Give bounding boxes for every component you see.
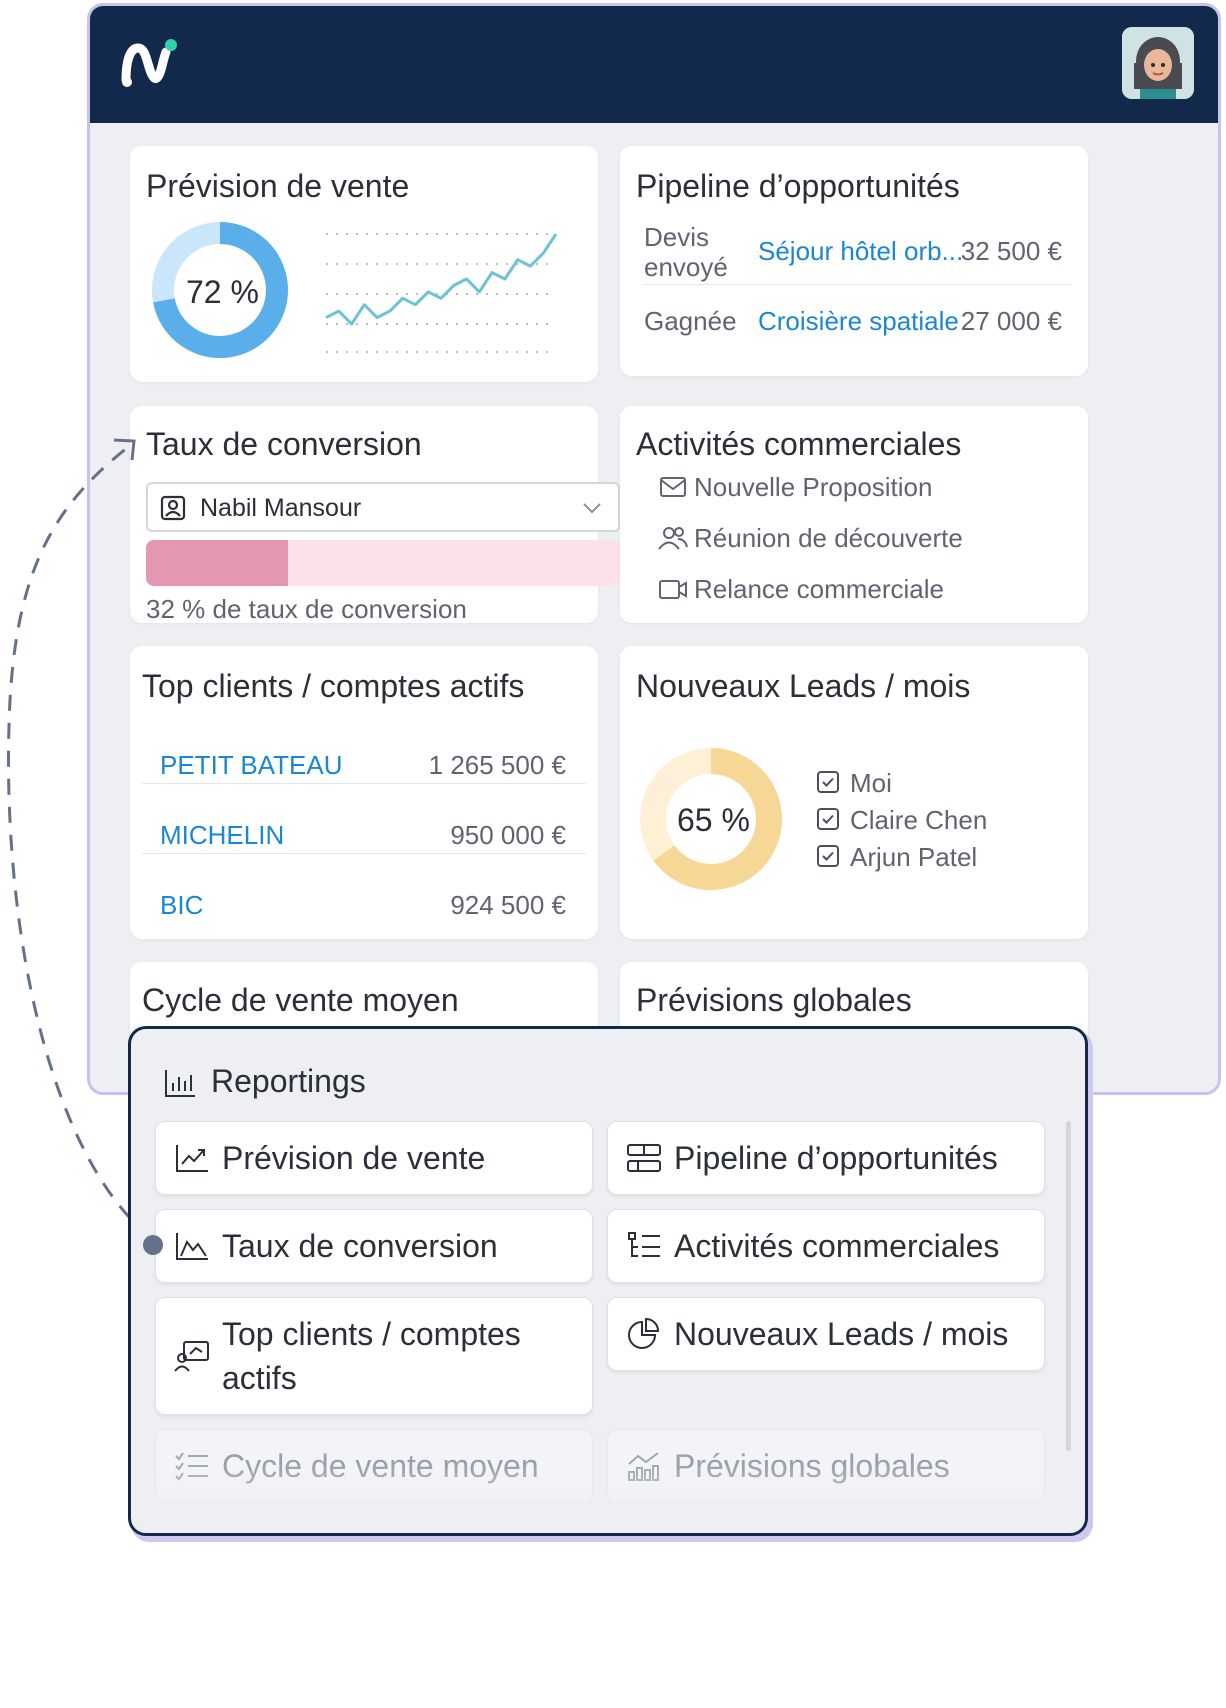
pipeline-card: Pipeline d’opportunités Devis envoyé Séj… — [620, 146, 1088, 376]
reportings-panel: Reportings Prévision de vente Pipeline d… — [128, 1026, 1088, 1536]
leads-donut — [640, 748, 782, 890]
client-row[interactable]: PETIT BATEAU 1 265 500 € — [142, 732, 586, 802]
user-select-value: Nabil Mansour — [200, 494, 362, 522]
report-leads-button[interactable]: Nouveaux Leads / mois — [607, 1297, 1045, 1371]
leads-donut-arc — [640, 748, 782, 890]
top-bar — [90, 6, 1218, 123]
trend-chart-icon — [176, 1145, 208, 1172]
forecast-trend-chart — [325, 233, 558, 353]
activities-card: Activités commerciales Nouvelle Proposit… — [620, 406, 1088, 623]
client-chart-icon — [174, 1341, 209, 1372]
bar-chart-icon — [165, 1070, 195, 1097]
client-divider — [142, 853, 586, 854]
client-divider — [142, 783, 586, 784]
client-name-link[interactable]: PETIT BATEAU — [160, 750, 343, 780]
forecast-donut — [152, 222, 288, 358]
top-clients-card: Top clients / comptes actifs PETIT BATEA… — [130, 646, 598, 939]
pipeline-stage: Devis envoyé — [644, 222, 728, 282]
activity-list-icon — [628, 1232, 660, 1257]
activity-label: Relance commerciale — [694, 574, 944, 604]
pipeline-stage-line1: Devis — [644, 222, 710, 252]
legend-label: Moi — [850, 768, 892, 798]
reportings-title: Reportings — [211, 1063, 366, 1099]
pie-chart-icon — [628, 1318, 660, 1349]
report-label-line2: actifs — [222, 1360, 297, 1396]
checkbox-checked-icon[interactable] — [816, 770, 840, 794]
report-label: Prévision de vente — [222, 1140, 486, 1176]
client-row[interactable]: MICHELIN 950 000 € — [142, 802, 586, 872]
report-global-button[interactable]: Prévisions globales — [607, 1429, 1045, 1503]
pipeline-divider — [644, 284, 1072, 285]
report-label-line1: Top clients / comptes — [222, 1316, 521, 1352]
pipeline-row[interactable]: Devis envoyé Séjour hôtel orb... 32 500 … — [644, 222, 1072, 296]
report-label: Cycle de vente moyen — [222, 1448, 539, 1484]
forecast-trend-line — [325, 233, 558, 326]
leads-title: Nouveaux Leads / mois — [636, 668, 971, 704]
pipeline-amount: 32 500 € — [960, 236, 1062, 266]
client-value: 924 500 € — [450, 890, 566, 920]
client-value: 1 265 500 € — [428, 750, 566, 780]
activities-title: Activités commerciales — [636, 426, 962, 462]
report-label: Nouveaux Leads / mois — [674, 1316, 1009, 1352]
cycle-title: Cycle de vente moyen — [142, 982, 459, 1018]
user-select[interactable]: Nabil Mansour — [146, 482, 620, 532]
report-cycle-button[interactable]: Cycle de vente moyen — [155, 1429, 593, 1503]
report-label: Prévisions globales — [674, 1448, 950, 1484]
conversion-card: Taux de conversion Nabil Mansour 32 % de… — [130, 406, 620, 624]
legend-label: Claire Chen — [850, 805, 988, 835]
top-clients-title: Top clients / comptes actifs — [142, 668, 525, 704]
pipeline-stage-line2: envoyé — [644, 252, 728, 282]
forecast-percent: 72 % — [186, 274, 259, 310]
checklist-icon — [175, 1452, 208, 1481]
conversion-progress-bar — [146, 540, 620, 586]
contact-icon — [160, 495, 186, 521]
conversion-caption: 32 % de taux de conversion — [146, 594, 467, 624]
mail-icon — [660, 477, 686, 497]
connector-dot-icon — [143, 1235, 163, 1255]
report-activities-button[interactable]: Activités commerciales — [607, 1209, 1045, 1283]
activity-label: Nouvelle Proposition — [694, 472, 933, 502]
report-forecast-button[interactable]: Prévision de vente — [155, 1121, 593, 1195]
pipeline-row[interactable]: Gagnée Croisière spatiale 27 000 € — [644, 296, 1072, 366]
report-label: Top clients / comptes actifs — [222, 1312, 521, 1400]
pipeline-deal-link[interactable]: Séjour hôtel orb... — [758, 236, 964, 266]
pipeline-stage: Gagnée — [644, 306, 737, 336]
forecast-title: Prévision de vente — [146, 168, 410, 204]
dashboard-window: Prévision de vente 72 % Pipeline d’oppor… — [87, 3, 1221, 1095]
report-label: Pipeline d’opportunités — [674, 1140, 998, 1176]
pipeline-amount: 27 000 € — [960, 306, 1062, 336]
bar-chart-icon — [628, 1452, 659, 1481]
area-chart-icon — [176, 1233, 208, 1260]
client-value: 950 000 € — [450, 820, 566, 850]
forecast-donut-arc — [152, 222, 288, 358]
users-icon — [658, 527, 688, 550]
pipeline-title: Pipeline d’opportunités — [636, 168, 960, 204]
global-forecast-title: Prévisions globales — [636, 982, 912, 1018]
client-name-link[interactable]: BIC — [160, 890, 204, 920]
video-icon — [659, 580, 687, 599]
checkbox-checked-icon[interactable] — [816, 844, 840, 868]
conversion-progress-fill — [146, 540, 289, 586]
activity-label: Réunion de découverte — [694, 523, 963, 553]
report-pipeline-button[interactable]: Pipeline d’opportunités — [607, 1121, 1045, 1195]
report-conversion-button[interactable]: Taux de conversion — [155, 1209, 593, 1283]
user-avatar[interactable] — [1122, 27, 1194, 99]
legend-label: Arjun Patel — [850, 842, 978, 872]
brand-logo[interactable] — [118, 36, 180, 92]
forecast-card: Prévision de vente 72 % — [130, 146, 598, 382]
client-name-link[interactable]: MICHELIN — [160, 820, 285, 850]
leads-percent: 65 % — [677, 802, 750, 838]
pipeline-icon — [627, 1144, 661, 1172]
pipeline-deal-link[interactable]: Croisière spatiale — [758, 306, 959, 336]
scrollbar[interactable] — [1066, 1121, 1071, 1451]
conversion-title: Taux de conversion — [146, 426, 422, 462]
chevron-down-icon[interactable] — [580, 496, 604, 520]
leads-card: Nouveaux Leads / mois 65 % Moi Claire Ch… — [620, 646, 1088, 939]
report-top-clients-button[interactable]: Top clients / comptes actifs — [155, 1297, 593, 1415]
report-label: Activités commerciales — [674, 1228, 1000, 1264]
checkbox-checked-icon[interactable] — [816, 807, 840, 831]
client-row[interactable]: BIC 924 500 € — [142, 872, 586, 942]
report-label: Taux de conversion — [222, 1228, 498, 1264]
